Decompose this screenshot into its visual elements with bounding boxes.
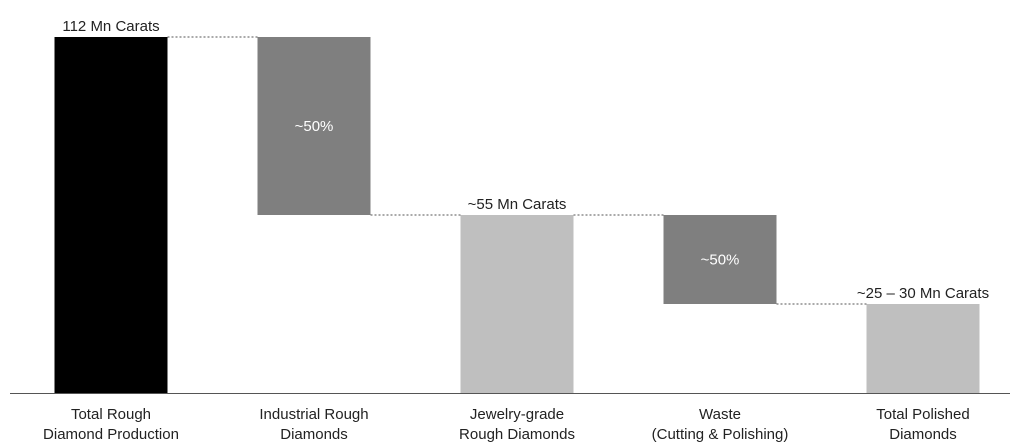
bar-3 [460,215,574,393]
x-tick-label-4-line-2: (Cutting & Polishing) [652,426,789,443]
x-tick-label-4: Waste (Cutting & Polishing) [652,406,789,443]
x-tick-label-5-line-2: Diamonds [889,426,957,443]
x-tick-label-4-line-1: Waste [699,406,741,423]
x-tick-label-5-line-1: Total Polished [876,406,969,423]
bar-5 [866,304,980,393]
bar-2-label: ~50% [295,118,334,135]
x-tick-label-1: Total Rough Diamond Production [43,406,179,443]
bar-3-label: ~55 Mn Carats [468,196,567,213]
data-labels: 112 Mn Carats ~50% ~55 Mn Carats ~50% ~25 – … [62,18,989,302]
bar-1-label: 112 Mn Carats [62,18,159,35]
x-tick-label-1-line-1: Total Rough [71,406,151,423]
bar-4-label: ~50% [701,252,740,269]
x-tick-label-3: Jewelry-grade Rough Diamonds [459,406,575,443]
bar-4 [663,215,777,304]
bar-1 [54,37,168,393]
x-tick-label-3-line-2: Rough Diamonds [459,426,575,443]
x-tick-label-5: Total Polished Diamonds [876,406,969,443]
x-tick-label-1-line-2: Diamond Production [43,426,179,443]
x-tick-label-2-line-1: Industrial Rough [259,406,368,423]
bar-5-label: ~25 – 30 Mn Carats [857,285,989,302]
x-tick-label-2: Industrial Rough Diamonds [259,406,368,443]
bar-2 [257,37,371,215]
x-tick-label-3-line-1: Jewelry-grade [470,406,564,423]
connectors [167,36,867,305]
x-tick-label-2-line-2: Diamonds [280,426,348,443]
x-tick-labels: Total Rough Diamond Production Industrial … [43,406,970,443]
bars [54,37,980,393]
